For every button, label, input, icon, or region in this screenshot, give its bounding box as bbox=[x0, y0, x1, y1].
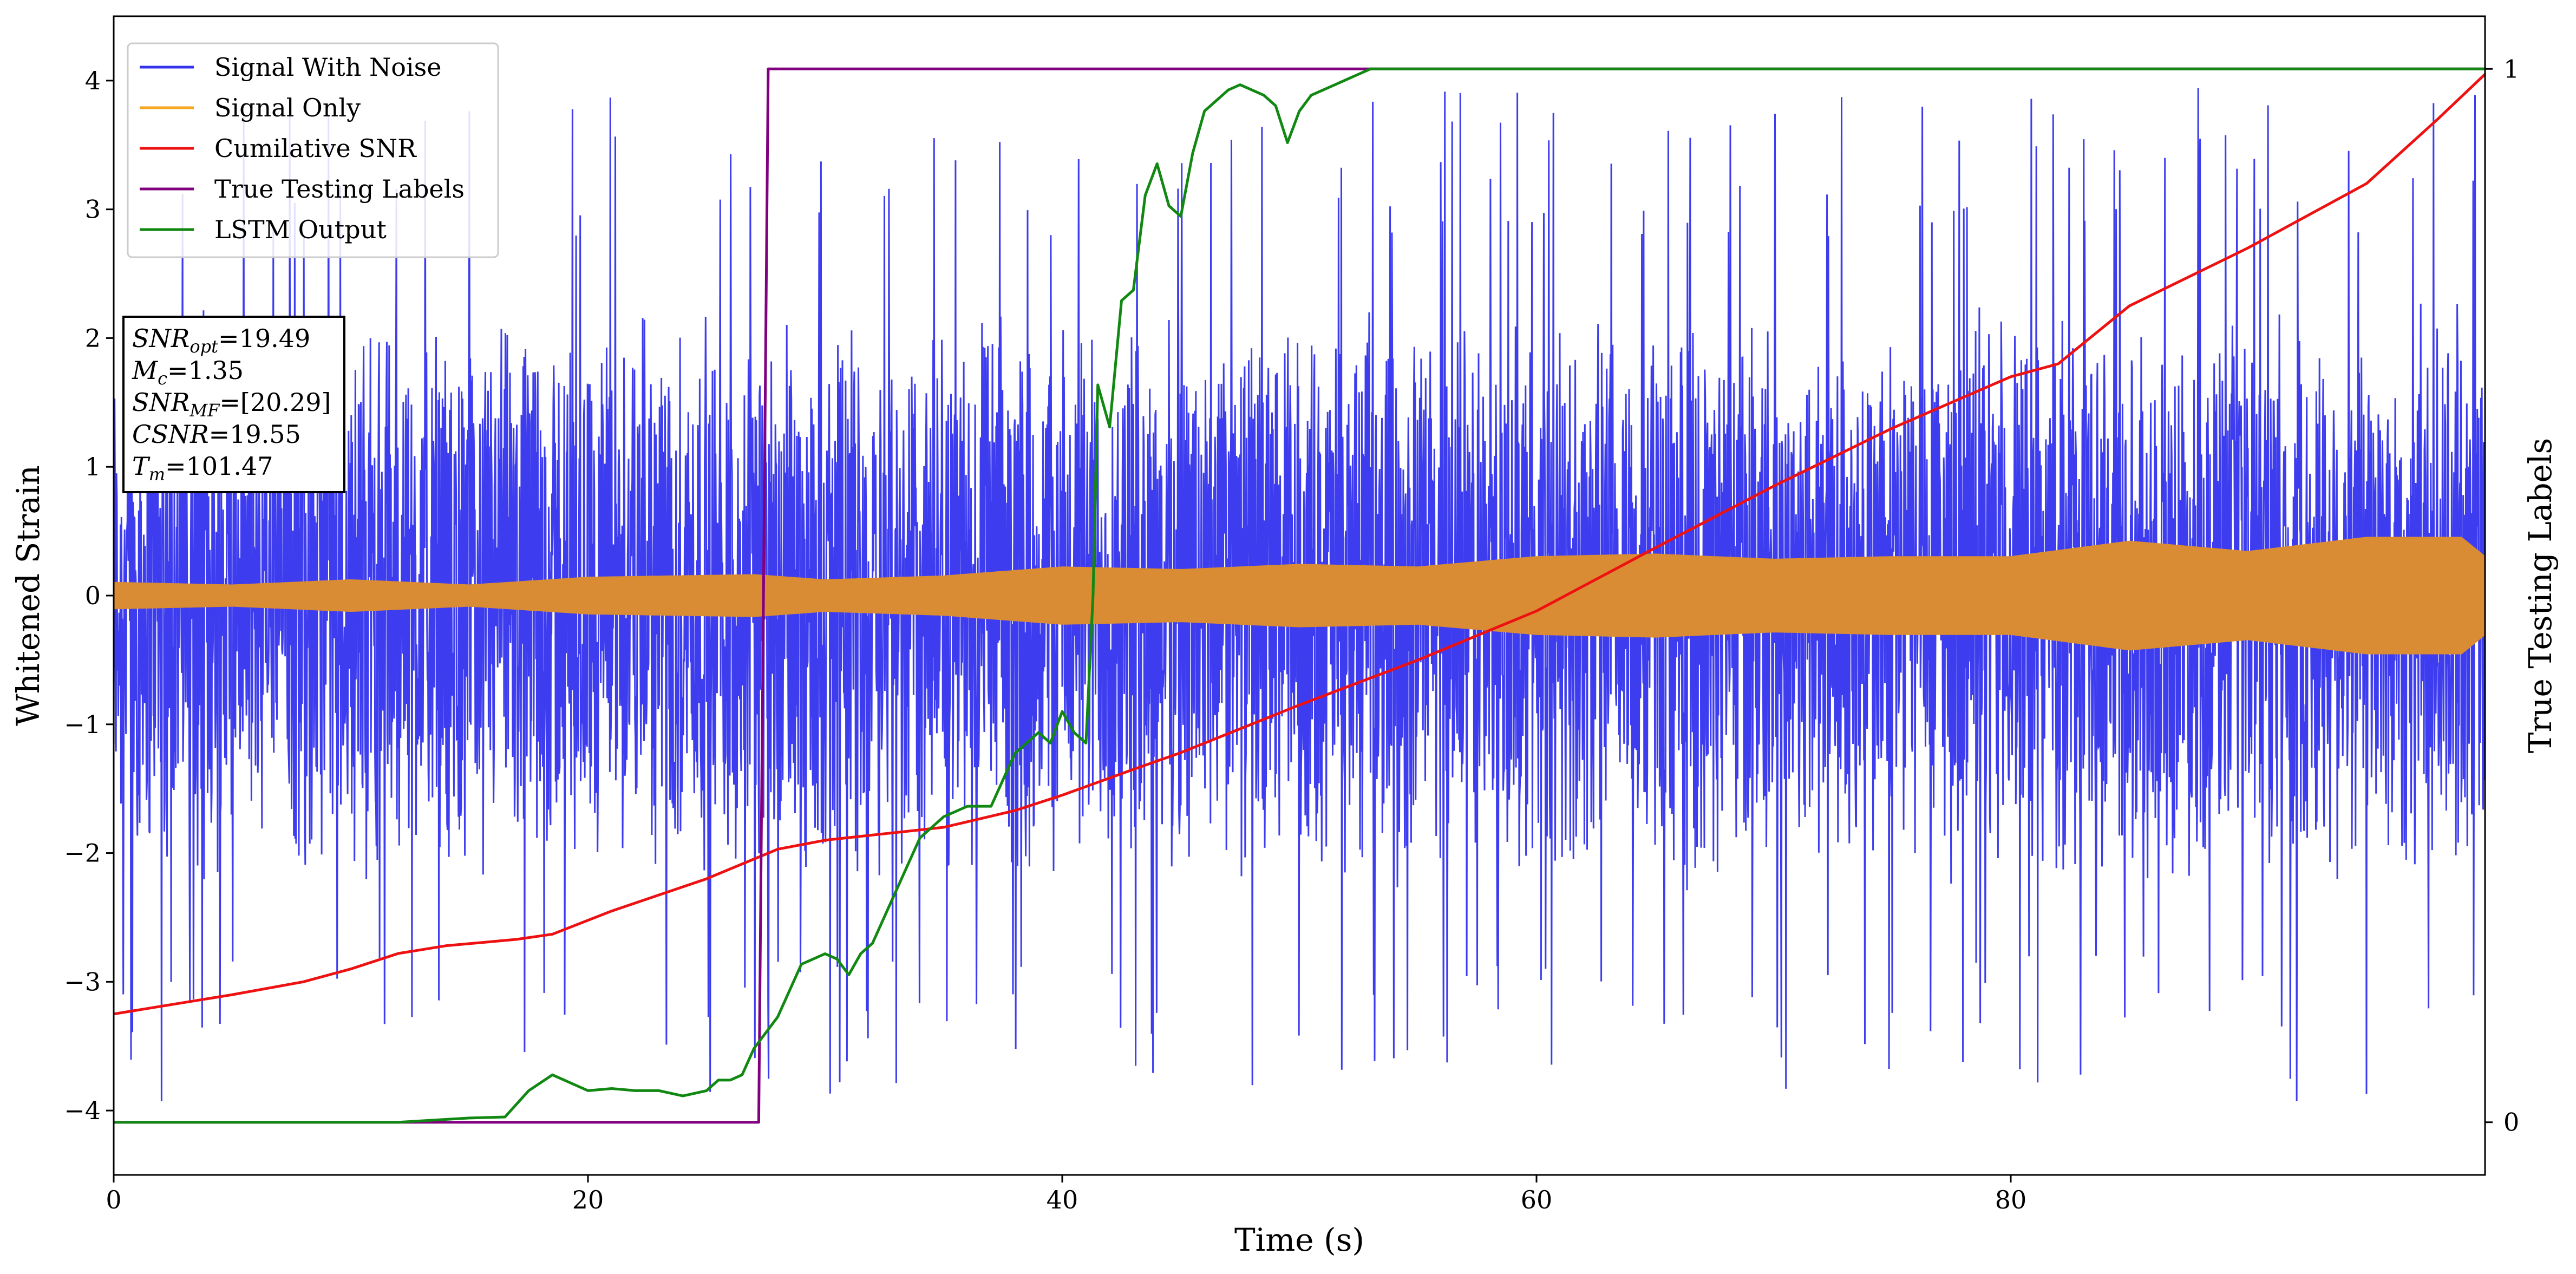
x-tick-label: 40 bbox=[1047, 1185, 1078, 1214]
series-lstm-output bbox=[114, 67, 2485, 1124]
legend-label: True Testing Labels bbox=[214, 174, 465, 204]
annotation-line: Mc=1.35 bbox=[132, 356, 244, 389]
legend-label: LSTM Output bbox=[214, 215, 387, 244]
y-tick-label: −3 bbox=[64, 967, 101, 996]
legend-label: Signal Only bbox=[214, 93, 361, 122]
annotation-box: SNRopt=19.49Mc=1.35SNRMF=[20.29]CSNR=19.… bbox=[122, 316, 345, 493]
y-tick-label: 3 bbox=[85, 195, 101, 224]
y2-tick-label: 0 bbox=[2503, 1108, 2519, 1137]
y-tick-label: 4 bbox=[85, 66, 101, 95]
y-tick-label: 0 bbox=[85, 581, 101, 610]
y-tick-label: 1 bbox=[85, 452, 101, 481]
y-tick-label: −1 bbox=[64, 710, 101, 739]
legend: Signal With Noise Signal Only Cumilative S… bbox=[127, 42, 499, 258]
legend-frame bbox=[127, 42, 499, 258]
plot-area bbox=[114, 67, 2485, 1124]
y-axis-label: Whitened Strain bbox=[10, 465, 47, 726]
series-cumilative-snr bbox=[114, 73, 2485, 1016]
annotation-frame bbox=[122, 316, 345, 493]
y-tick-label: −4 bbox=[64, 1096, 101, 1125]
y-tick-label: −2 bbox=[64, 839, 101, 868]
x-tick-label: 0 bbox=[106, 1185, 121, 1214]
annotation-line: SNRopt=19.49 bbox=[132, 324, 310, 357]
x-tick-label: 80 bbox=[1995, 1185, 2027, 1214]
annotation-line: Tm=101.47 bbox=[132, 452, 273, 485]
legend-label: Cumilative SNR bbox=[214, 134, 417, 163]
x-tick-label: 60 bbox=[1521, 1185, 1553, 1214]
x-tick-label: 20 bbox=[572, 1185, 604, 1214]
y-tick-label: 2 bbox=[85, 323, 101, 352]
annotation-line: CSNR=19.55 bbox=[132, 420, 301, 449]
annotation-line: SNRMF=[20.29] bbox=[132, 388, 331, 421]
x-axis-label: Time (s) bbox=[1234, 1221, 1364, 1258]
y2-axis-label: True Testing Labels bbox=[2522, 438, 2559, 753]
series-signal-only bbox=[114, 537, 2485, 655]
legend-label: Signal With Noise bbox=[214, 53, 441, 82]
y2-tick-label: 1 bbox=[2503, 54, 2519, 83]
